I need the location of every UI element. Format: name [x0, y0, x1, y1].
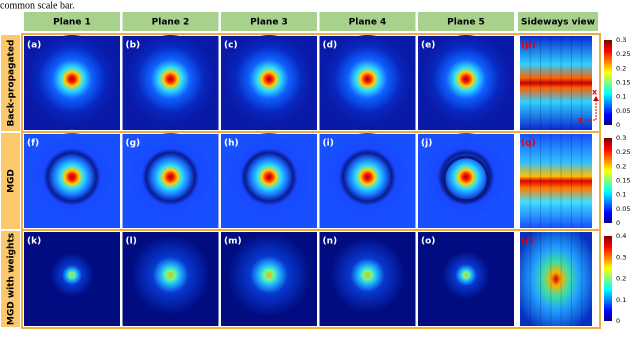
colorbar-tick: 0.05 — [616, 107, 630, 115]
colorbar-tick: 0.2 — [616, 275, 626, 283]
beam-spot — [225, 133, 313, 221]
colorbar-tick: 0.3 — [616, 134, 626, 142]
colorbar-tick: 0.2 — [616, 162, 626, 170]
beam-spot — [225, 35, 313, 123]
beam-spot — [227, 233, 311, 317]
row-label-box — [1, 133, 20, 229]
axis-label-z: z — [578, 116, 583, 125]
beam-spot — [323, 133, 412, 221]
panel-letter: (q) — [521, 139, 536, 149]
column-header: Plane 1 — [53, 18, 91, 28]
beam-spot — [329, 237, 406, 313]
panel-letter: (d) — [323, 41, 338, 51]
panel-letter: (c) — [224, 41, 238, 51]
row-label: MGD with weights — [7, 233, 17, 325]
beam-spot — [126, 35, 215, 123]
colorbar-tick: 0 — [616, 121, 620, 129]
column-header: Sideways view — [521, 18, 595, 28]
column-header: Plane 3 — [250, 18, 288, 28]
column-header-box — [122, 12, 219, 31]
colorbar-tick: 0.15 — [616, 177, 630, 185]
sideways-image — [520, 232, 592, 326]
panel-letter: (o) — [421, 237, 435, 247]
colorbar-tick: 0.2 — [616, 64, 626, 72]
beam-spot — [50, 253, 94, 297]
panel-letter: (i) — [323, 139, 334, 149]
colorbar-tick: 0.1 — [616, 93, 626, 101]
panel-letter: (p) — [521, 41, 536, 51]
axis-arrows — [584, 99, 597, 121]
column-header-box — [319, 12, 416, 31]
beam-spot — [130, 235, 211, 315]
colorbar-tick: 0.4 — [616, 232, 626, 240]
row-label-box — [1, 231, 20, 327]
colorbar-tick: 0.15 — [616, 79, 630, 87]
panel-letter: (b) — [126, 41, 141, 51]
caption: common scale bar. — [0, 0, 75, 11]
column-header-box — [418, 12, 514, 31]
axis-label-x: x — [592, 88, 598, 97]
colorbar-tick: 0.3 — [616, 36, 626, 44]
column-header: Plane 5 — [447, 18, 485, 28]
panel-letter: (j) — [421, 139, 432, 149]
colorbar — [604, 138, 612, 223]
panel-letter: (l) — [126, 237, 137, 247]
column-header: Plane 2 — [152, 18, 190, 28]
panel-letter: (r) — [521, 237, 534, 247]
panel-letter: (k) — [27, 237, 41, 247]
beam-spot — [422, 35, 510, 123]
panel-letter: (n) — [323, 237, 338, 247]
panel-letter: (g) — [126, 139, 141, 149]
colorbar-tick: 0.1 — [616, 191, 626, 199]
colorbar-tick: 0.25 — [616, 50, 630, 58]
panel-letter: (a) — [27, 41, 41, 51]
sideways-image — [520, 36, 592, 130]
panel-letter: (h) — [224, 139, 239, 149]
row-label: Back-propagated — [7, 40, 17, 127]
panel-letter: (e) — [421, 41, 435, 51]
beam-spot — [442, 251, 490, 299]
beam-spot — [28, 133, 116, 221]
beam-spot — [126, 133, 215, 221]
column-header-box — [24, 12, 120, 31]
colorbar-tick: 0 — [616, 219, 620, 227]
colorbar-tick: 0.25 — [616, 148, 630, 156]
beam-spot — [28, 35, 116, 123]
row-label-box — [1, 35, 20, 131]
column-header-box — [221, 12, 317, 31]
arrow-head — [593, 96, 599, 101]
panel-letter: (f) — [27, 139, 39, 149]
panel-letter: (m) — [224, 237, 242, 247]
row-label: MGD — [7, 169, 17, 193]
colorbar-tick: 0.1 — [616, 296, 626, 304]
colorbar-tick: 0 — [616, 317, 620, 325]
colorbar-tick: 0.3 — [616, 253, 626, 261]
beam-spot — [422, 133, 510, 221]
colorbar — [604, 40, 612, 125]
sideways-image — [520, 134, 592, 228]
colorbar — [604, 236, 612, 321]
colorbar-tick: 0.05 — [616, 205, 630, 213]
row-frame — [21, 229, 601, 329]
column-header-box — [518, 12, 598, 31]
ring — [442, 155, 490, 203]
beam-spot — [323, 35, 412, 123]
column-header: Plane 4 — [349, 18, 387, 28]
